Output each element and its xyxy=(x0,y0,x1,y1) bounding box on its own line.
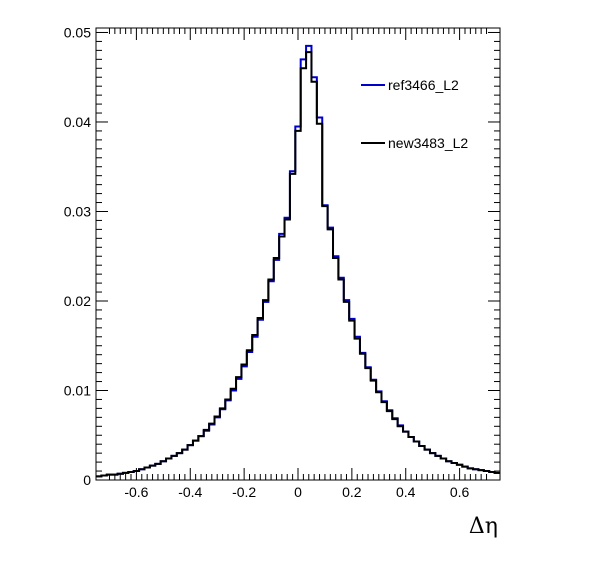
legend: ref3466_L2 new3483_L2 xyxy=(361,77,468,151)
axis-layer: -0.6 -0.4 -0.2 0 0.2 0.4 0.6 0 0.01 0.02 0.03 0.04 0… xyxy=(64,24,500,500)
legend-label-new3483: new3483_L2 xyxy=(388,135,468,151)
x-tick-label: -0.6 xyxy=(124,484,148,500)
x-tick-label: 0 xyxy=(294,484,302,500)
y-tick-label: 0.05 xyxy=(64,24,91,40)
y-tick-label: 0.01 xyxy=(64,382,91,398)
x-tick-label: -0.4 xyxy=(178,484,202,500)
y-tick-label: 0 xyxy=(83,472,91,488)
y-tick-label: 0.04 xyxy=(64,114,91,130)
x-tick-label: 0.4 xyxy=(396,484,416,500)
y-tick-label: 0.02 xyxy=(64,293,91,309)
y-tick-label: 0.03 xyxy=(64,203,91,219)
series-new3483-l2-line xyxy=(96,51,500,478)
series-layer xyxy=(96,44,500,478)
x-tick-label: -0.2 xyxy=(232,484,256,500)
x-tick-label: 0.2 xyxy=(342,484,362,500)
x-tick-label: 0.6 xyxy=(450,484,470,500)
x-axis-label: Δη xyxy=(469,514,498,539)
legend-label-ref3466: ref3466_L2 xyxy=(388,77,459,93)
